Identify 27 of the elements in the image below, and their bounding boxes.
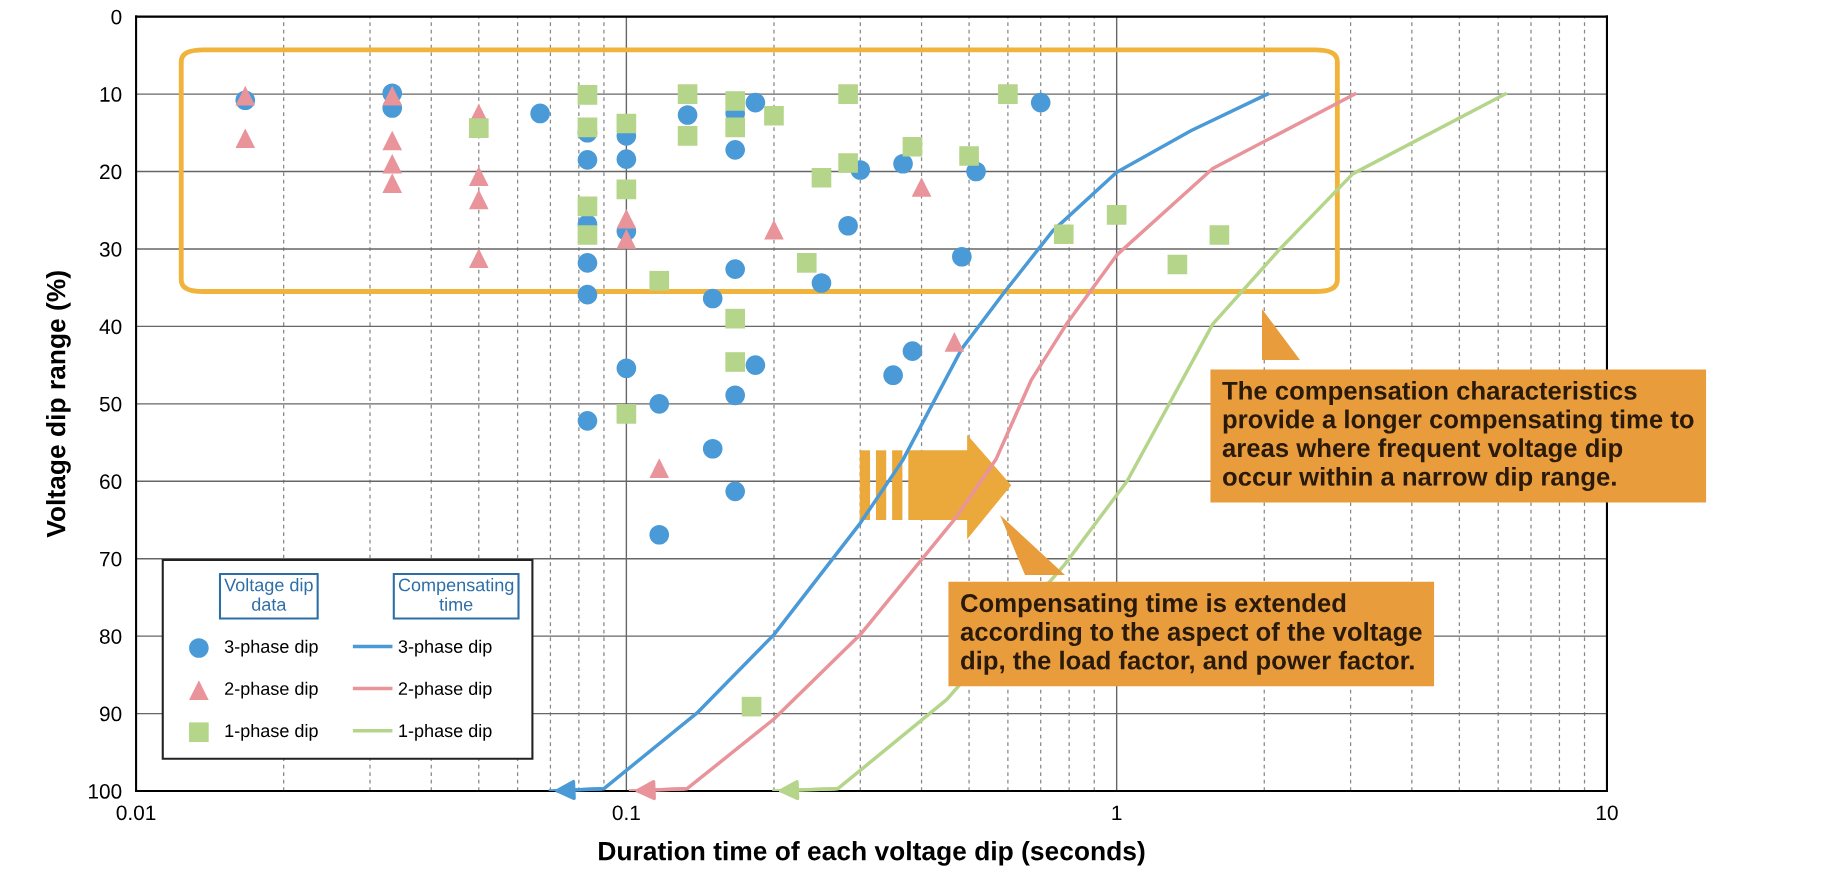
annotation: Compensating time <box>398 578 514 611</box>
y-tick-label: 100 <box>89 784 122 799</box>
x-tick-label: 10 <box>1596 805 1618 821</box>
x-axis-title: Duration time of each voltage dip (seconds) <box>599 841 1145 866</box>
y-tick-label: 10 <box>100 87 122 102</box>
y-tick-label: 80 <box>99 629 122 644</box>
y-axis-title: Voltage dip range (%) <box>46 271 71 538</box>
y-tick-label: 40 <box>99 319 122 335</box>
y-tick-label: 0 <box>111 9 122 25</box>
legend-label: 1-phase dip <box>225 723 318 741</box>
x-tick-label: 0.1 <box>612 805 640 821</box>
legend-label: 3-phase dip <box>398 639 492 657</box>
legend-label: 2-phase dip <box>225 681 318 699</box>
y-tick-label: 30 <box>99 241 122 257</box>
x-tick-label: 0.01 <box>116 805 156 821</box>
legend-label: 1-phase dip <box>399 723 492 741</box>
annotation: Compensating time is extended according to the aspect of the voltage dip, the load factor, and power factor. <box>960 593 1422 675</box>
y-tick-label: 20 <box>100 164 122 180</box>
y-tick-label: 50 <box>99 396 122 412</box>
x-tick-label: 1 <box>1112 805 1122 821</box>
legend-label: 3-phase dip <box>224 639 318 657</box>
y-tick-label: 70 <box>100 551 122 567</box>
y-tick-label: 90 <box>99 706 122 722</box>
annotation: The compensation characteristics provide a longer compensating time to areas where frequent voltage dip occur within a narrow dip range. <box>1222 380 1694 492</box>
legend-label: 2-phase dip <box>398 681 492 699</box>
annotation: Voltage dip data <box>224 578 313 611</box>
y-tick-label: 60 <box>100 474 122 490</box>
